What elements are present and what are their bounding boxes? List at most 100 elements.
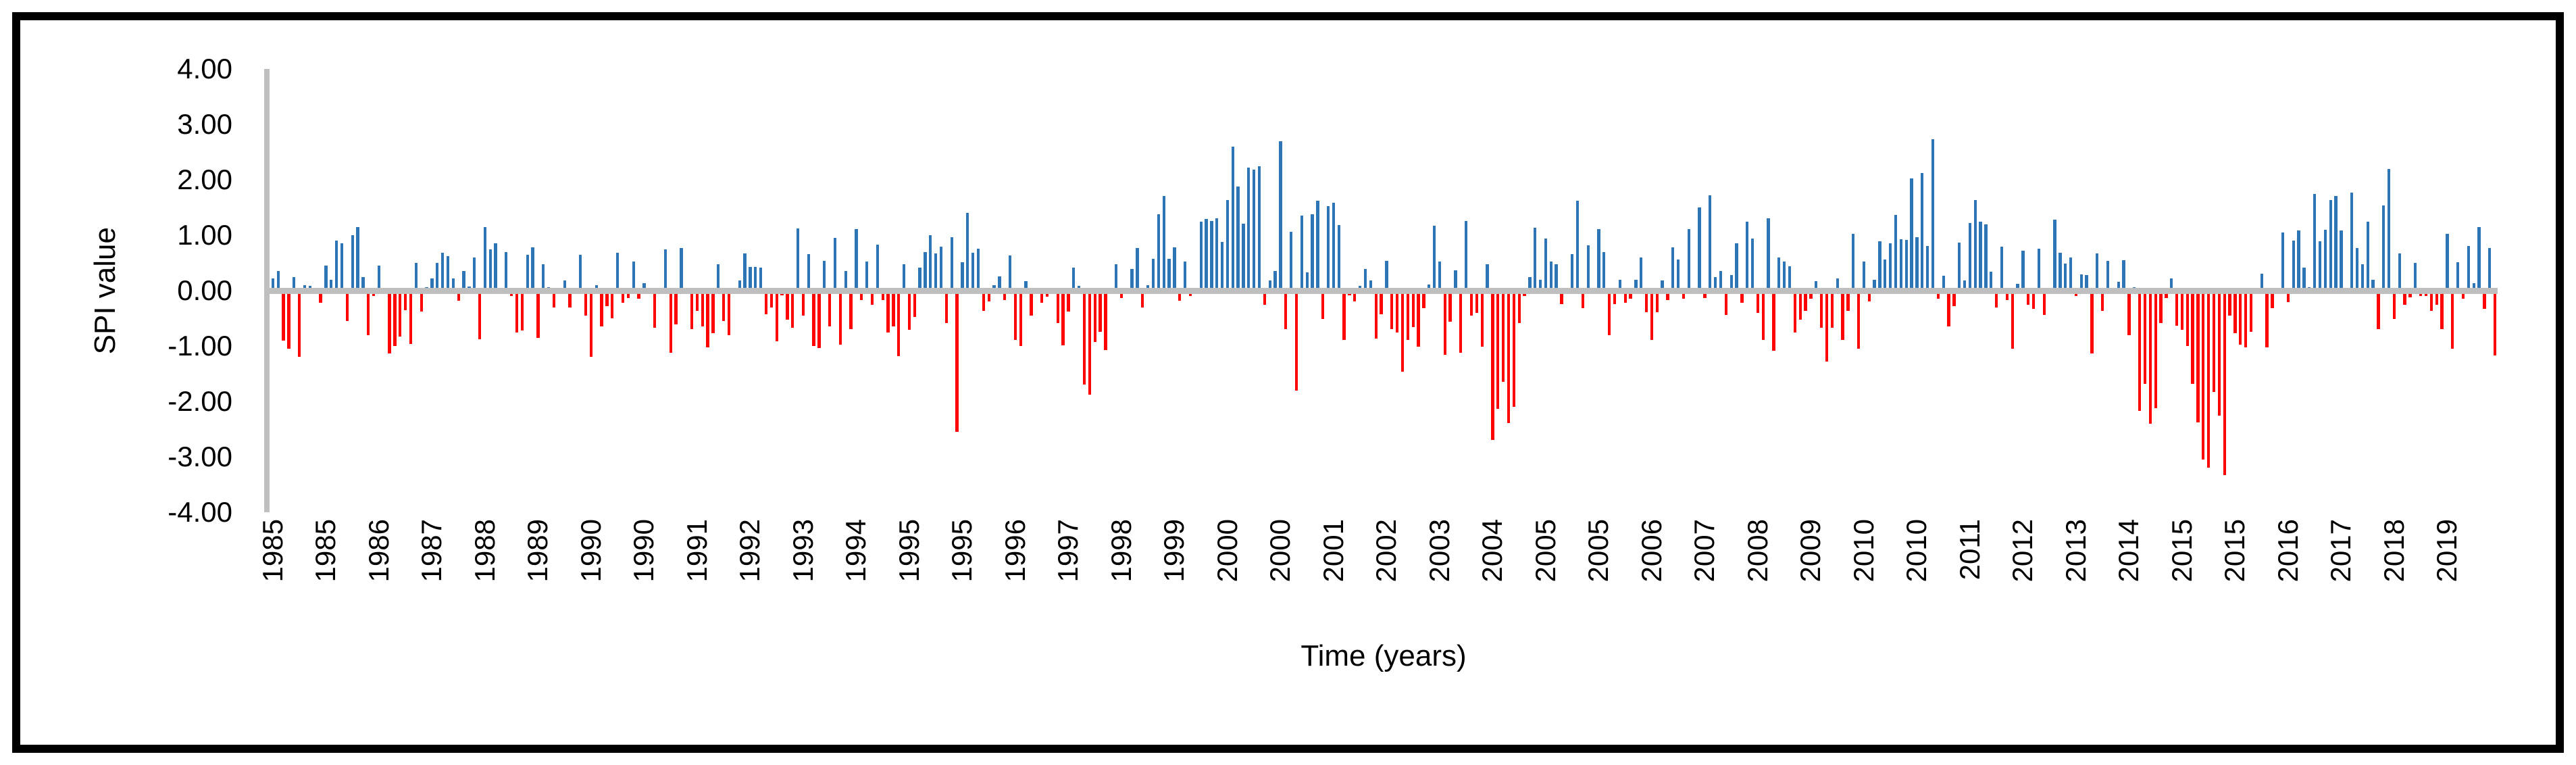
bar-positive bbox=[939, 247, 943, 291]
bar-positive bbox=[743, 253, 747, 291]
bar-positive bbox=[2446, 234, 2449, 291]
bar-negative bbox=[2233, 291, 2237, 334]
x-tick-label: 2017 bbox=[2321, 519, 2361, 647]
bar-negative bbox=[1830, 291, 1834, 328]
bar-negative bbox=[1623, 291, 1627, 303]
bar-negative bbox=[801, 291, 805, 316]
bar-positive bbox=[505, 251, 508, 291]
bar-positive bbox=[1528, 277, 1532, 291]
bar-positive bbox=[451, 278, 455, 291]
bar-positive bbox=[1640, 257, 1643, 291]
bar-positive bbox=[1555, 264, 1558, 291]
bar-negative bbox=[695, 291, 699, 312]
bar-positive bbox=[483, 226, 487, 291]
bar-negative bbox=[2265, 291, 2269, 347]
bar-negative bbox=[404, 291, 407, 310]
bar-positive bbox=[1836, 278, 1839, 291]
bar-negative bbox=[2483, 291, 2486, 310]
x-tick-label-text: 1988 bbox=[468, 519, 501, 583]
x-tick-label: 1988 bbox=[465, 519, 505, 647]
bar-positive bbox=[2085, 275, 2088, 291]
bar-positive bbox=[1326, 205, 1330, 291]
bar-negative bbox=[2191, 291, 2194, 384]
bar-positive bbox=[632, 262, 635, 291]
bar-negative bbox=[626, 291, 630, 299]
x-tick-label-text: 1995 bbox=[946, 519, 978, 583]
bar-positive bbox=[1289, 232, 1293, 291]
bar-negative bbox=[1952, 291, 1956, 306]
bar-positive bbox=[992, 285, 996, 291]
x-tick-label: 2006 bbox=[1632, 519, 1672, 647]
y-tick-label: 2.00 bbox=[177, 164, 232, 195]
bar-positive bbox=[1231, 146, 1234, 291]
bar-positive bbox=[1486, 264, 1489, 291]
bar-positive bbox=[807, 253, 810, 291]
bar-negative bbox=[388, 291, 391, 354]
x-tick-label-text: 2011 bbox=[1953, 519, 1986, 581]
bar-negative bbox=[1013, 291, 1017, 340]
bar-negative bbox=[1003, 291, 1007, 300]
bar-positive bbox=[1884, 260, 1887, 291]
x-tick-label: 1993 bbox=[783, 519, 824, 647]
bar-negative bbox=[478, 291, 482, 340]
bar-positive bbox=[976, 248, 980, 291]
bar-negative bbox=[764, 291, 768, 315]
bar-positive bbox=[1242, 223, 1245, 291]
bar-positive bbox=[2334, 195, 2338, 291]
bar-negative bbox=[367, 291, 370, 335]
bar-negative bbox=[1284, 291, 1288, 330]
bar-negative bbox=[1809, 291, 1813, 299]
bar-positive bbox=[1709, 195, 1712, 291]
x-tick-label-text: 2015 bbox=[2165, 519, 2198, 583]
bar-positive bbox=[377, 266, 381, 291]
bar-positive bbox=[1979, 221, 1982, 291]
bar-positive bbox=[473, 257, 476, 291]
x-axis-zero-line bbox=[268, 288, 2498, 294]
bar-negative bbox=[892, 291, 895, 327]
x-tick-label: 2005 bbox=[1525, 519, 1566, 647]
bar-negative bbox=[1613, 291, 1617, 304]
bar-negative bbox=[812, 291, 815, 346]
bar-positive bbox=[1215, 218, 1219, 291]
x-tick-label-text: 2005 bbox=[1529, 519, 1561, 583]
bar-negative bbox=[2239, 291, 2242, 345]
bar-negative bbox=[849, 291, 853, 329]
bar-negative bbox=[2271, 291, 2274, 309]
x-tick-label-text: 2004 bbox=[1476, 519, 1509, 583]
bar-positive bbox=[330, 279, 333, 291]
bar-positive bbox=[1173, 247, 1176, 291]
bar-positive bbox=[1575, 201, 1580, 291]
bar-negative bbox=[982, 291, 985, 312]
bar-negative bbox=[1995, 291, 1998, 307]
bar-negative bbox=[1411, 291, 1415, 328]
bar-negative bbox=[669, 291, 672, 353]
bar-negative bbox=[2186, 291, 2189, 346]
y-tick-label: -3.00 bbox=[168, 441, 232, 472]
bar-positive bbox=[1862, 262, 1866, 291]
bar-negative bbox=[589, 291, 593, 357]
bar-negative bbox=[2461, 291, 2465, 299]
bar-negative bbox=[399, 291, 402, 337]
bar-negative bbox=[1607, 291, 1611, 336]
x-axis-title: Time (years) bbox=[1300, 639, 1467, 672]
bar-negative bbox=[2403, 291, 2406, 305]
bar-positive bbox=[2398, 253, 2401, 291]
bar-positive bbox=[334, 241, 338, 291]
bar-negative bbox=[1178, 291, 1182, 301]
bar-negative bbox=[881, 291, 884, 300]
bar-positive bbox=[2323, 229, 2327, 291]
bar-positive bbox=[1931, 139, 1935, 291]
bar-positive bbox=[2382, 205, 2385, 291]
bar-positive bbox=[1438, 262, 1442, 291]
y-tick-label: 0.00 bbox=[177, 274, 232, 306]
bar-positive bbox=[2122, 260, 2125, 291]
bar-positive bbox=[1332, 203, 1336, 291]
bar-negative bbox=[1019, 291, 1022, 346]
bar-negative bbox=[536, 291, 540, 338]
bar-negative bbox=[1119, 291, 1123, 298]
x-tick-label: 2013 bbox=[2056, 519, 2096, 647]
bar-positive bbox=[2477, 226, 2481, 291]
bar-positive bbox=[902, 264, 906, 291]
bar-negative bbox=[1088, 291, 1091, 395]
bar-negative bbox=[2249, 291, 2253, 332]
